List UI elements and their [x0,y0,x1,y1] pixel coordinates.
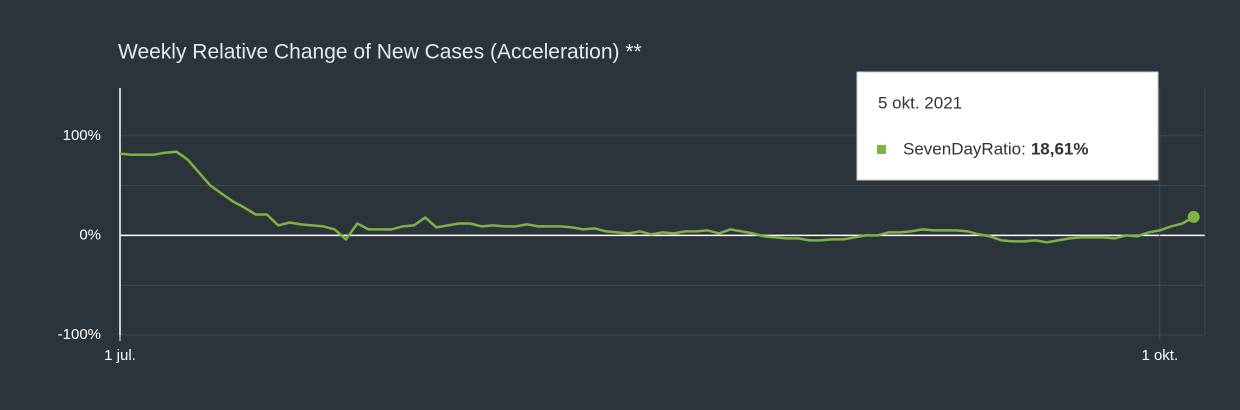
tooltip-swatch [877,145,886,154]
tooltip: 5 okt. 2021 SevenDayRatio: 18,61% [856,71,1159,181]
tooltip-value: 18,61% [1031,139,1089,158]
y-tick-label: 0% [79,226,101,243]
tooltip-title: 5 okt. 2021 [878,93,962,112]
chart-title: Weekly Relative Change of New Cases (Acc… [118,41,642,64]
x-tick-label: 1 jul. [104,347,136,364]
series-line [119,150,1195,244]
x-tick-label: 1 okt. [1141,347,1178,364]
hover-point [1187,210,1200,223]
y-tick-label: 100% [63,127,101,144]
y-tick-label: -100% [58,326,101,343]
tooltip-box [856,71,1159,181]
tooltip-label: SevenDayRatio: [903,139,1026,158]
plot-area: -100% 0% 100% 1 jul. 1 okt. [58,88,1206,364]
